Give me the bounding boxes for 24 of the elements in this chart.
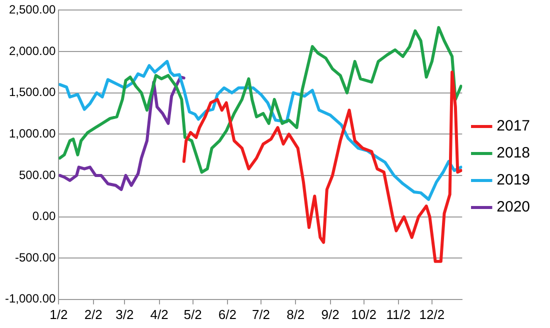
x-tick-label: 4/2 [150, 306, 168, 322]
y-tick-label: 0.00 [32, 209, 56, 224]
legend-label: 2017 [496, 118, 530, 135]
y-tick-label: 2,000.00 [8, 44, 56, 58]
y-tick-label: 2,500.00 [8, 2, 56, 17]
x-tick-label: 9/2 [321, 306, 340, 322]
y-tick-label: 500.00 [19, 168, 56, 182]
x-tick-label: 5/2 [184, 306, 202, 322]
x-tick-label: 11/2 [386, 306, 411, 322]
x-tick-label: 10/2 [351, 306, 376, 322]
x-tick-label: 3/2 [116, 306, 134, 322]
legend-label: 2018 [496, 144, 530, 162]
x-tick-label: 2/2 [84, 306, 102, 322]
y-tick-label: 1,000.00 [8, 126, 56, 140]
x-tick-label: 7/2 [252, 306, 270, 322]
legend-label: 2019 [496, 172, 530, 189]
x-tick-label: 6/2 [218, 306, 236, 322]
x-tick-label: 12/2 [419, 306, 445, 322]
y-tick-label: -500.00 [15, 250, 56, 264]
legend-label: 2020 [496, 198, 530, 216]
x-tick-label: 1/2 [50, 306, 68, 322]
y-tick-label: 1,500.00 [8, 85, 56, 100]
x-tick-label: 8/2 [286, 306, 305, 322]
y-tick-label: -1,000.00 [4, 292, 56, 306]
